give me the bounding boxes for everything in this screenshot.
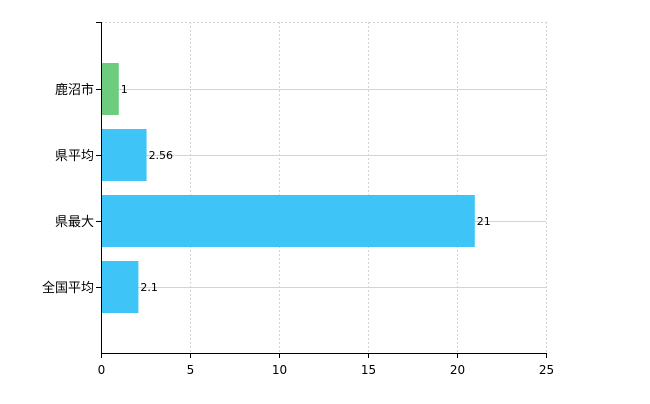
bar (101, 195, 475, 247)
category-label: 県平均 (55, 149, 94, 164)
x-tick-label: 10 (272, 363, 287, 377)
bar (101, 261, 139, 313)
gridlines (101, 22, 547, 353)
category-label: 県最大 (55, 215, 94, 230)
x-tick-label: 15 (361, 363, 376, 377)
data-label: 1 (121, 83, 128, 96)
x-tick-label: 20 (450, 363, 465, 377)
bars (101, 63, 475, 313)
bar (101, 129, 147, 181)
bar (101, 63, 119, 115)
x-tick-label: 5 (187, 363, 195, 377)
x-tick-label: 25 (539, 363, 554, 377)
data-label: 21 (477, 215, 491, 228)
data-label: 2.56 (149, 149, 174, 162)
axes (96, 22, 547, 358)
category-label: 鹿沼市 (55, 82, 94, 98)
labels: 1 鹿沼市 2.56 県平均 21 県最大 2.1 全国平均 0 5 10 15 20 25 (42, 82, 554, 377)
x-tick-label: 0 (98, 363, 106, 377)
data-label: 2.1 (140, 281, 158, 294)
category-label: 全国平均 (42, 280, 94, 296)
